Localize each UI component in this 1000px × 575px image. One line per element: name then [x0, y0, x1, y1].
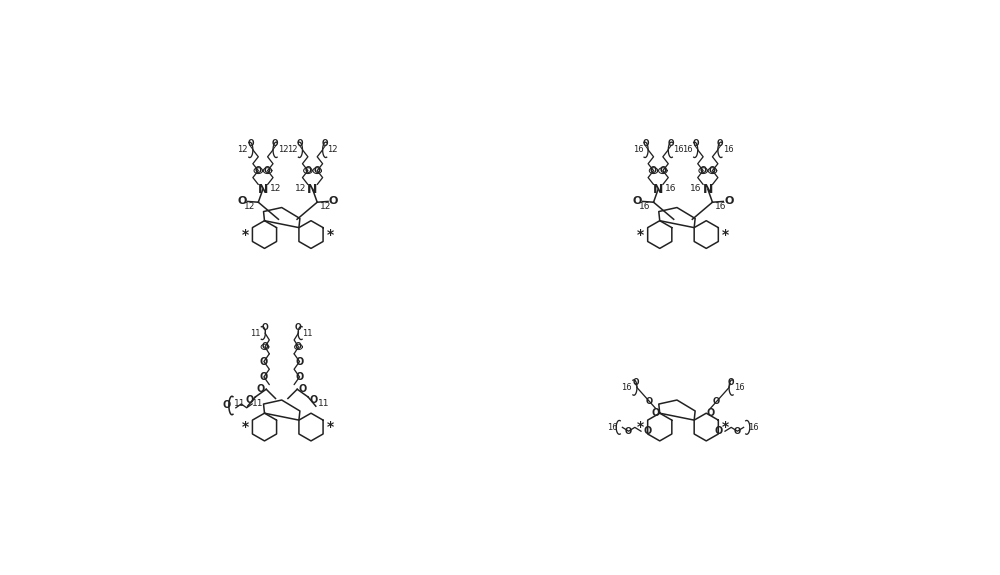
Text: 16: 16 [682, 145, 693, 154]
Text: O: O [727, 378, 734, 386]
Text: O: O [709, 166, 716, 175]
Text: 11: 11 [252, 400, 263, 408]
Text: 16: 16 [723, 145, 733, 154]
Text: N: N [307, 183, 318, 196]
Text: *: * [242, 420, 249, 434]
Text: O: O [706, 408, 715, 418]
Text: N: N [653, 183, 663, 196]
Text: 12: 12 [244, 202, 255, 212]
Text: O: O [700, 166, 707, 175]
Text: 12: 12 [287, 145, 298, 154]
Text: 11: 11 [302, 328, 313, 338]
Text: O: O [295, 372, 304, 382]
Text: 16: 16 [673, 145, 684, 154]
Text: O: O [295, 342, 302, 351]
Text: O: O [643, 139, 649, 148]
Text: O: O [246, 395, 254, 405]
Text: O: O [260, 372, 268, 382]
Text: 16: 16 [639, 202, 651, 212]
Text: 12: 12 [278, 145, 288, 154]
Text: O: O [651, 408, 660, 418]
Text: O: O [304, 166, 311, 175]
Text: O: O [247, 139, 254, 148]
Text: O: O [713, 397, 720, 406]
Text: 16: 16 [665, 184, 676, 193]
Text: N: N [703, 183, 713, 196]
Text: O: O [632, 378, 639, 386]
Text: O: O [264, 166, 271, 175]
Text: O: O [643, 426, 651, 436]
Text: O: O [329, 197, 338, 206]
Text: 16: 16 [734, 383, 744, 392]
Text: 12: 12 [294, 184, 306, 193]
Text: 16: 16 [607, 423, 618, 432]
Text: O: O [625, 427, 632, 436]
Text: O: O [724, 197, 733, 206]
Text: 12: 12 [320, 202, 331, 212]
Text: O: O [262, 323, 268, 332]
Text: O: O [272, 139, 279, 148]
Text: O: O [659, 166, 666, 175]
Text: O: O [646, 397, 653, 406]
Text: O: O [692, 139, 699, 148]
Text: 11: 11 [250, 328, 261, 338]
Text: *: * [327, 228, 334, 242]
Text: 16: 16 [633, 145, 643, 154]
Text: 16: 16 [748, 423, 759, 432]
Text: 12: 12 [327, 145, 338, 154]
Text: N: N [258, 183, 268, 196]
Text: O: O [715, 426, 723, 436]
Text: O: O [314, 166, 321, 175]
Text: O: O [650, 166, 657, 175]
Text: O: O [257, 384, 265, 394]
Text: 11: 11 [318, 400, 329, 408]
Text: O: O [295, 356, 304, 366]
Text: *: * [242, 228, 249, 242]
Text: O: O [299, 384, 307, 394]
Text: O: O [260, 356, 268, 366]
Text: 12: 12 [238, 145, 248, 154]
Text: *: * [637, 228, 644, 242]
Text: O: O [667, 139, 674, 148]
Text: O: O [297, 139, 303, 148]
Text: 12: 12 [270, 184, 281, 193]
Text: 16: 16 [622, 383, 632, 392]
Text: *: * [722, 228, 729, 242]
Text: 16: 16 [715, 202, 727, 212]
Text: *: * [637, 420, 644, 434]
Text: O: O [633, 197, 642, 206]
Text: O: O [309, 395, 318, 405]
Text: O: O [295, 323, 302, 332]
Text: *: * [327, 420, 334, 434]
Text: O: O [717, 139, 723, 148]
Text: O: O [734, 427, 741, 436]
Text: O: O [222, 401, 231, 411]
Text: 16: 16 [690, 184, 701, 193]
Text: O: O [255, 166, 262, 175]
Text: O: O [262, 342, 268, 351]
Text: 11: 11 [234, 400, 246, 408]
Text: O: O [322, 139, 328, 148]
Text: O: O [237, 197, 247, 206]
Text: *: * [722, 420, 729, 434]
